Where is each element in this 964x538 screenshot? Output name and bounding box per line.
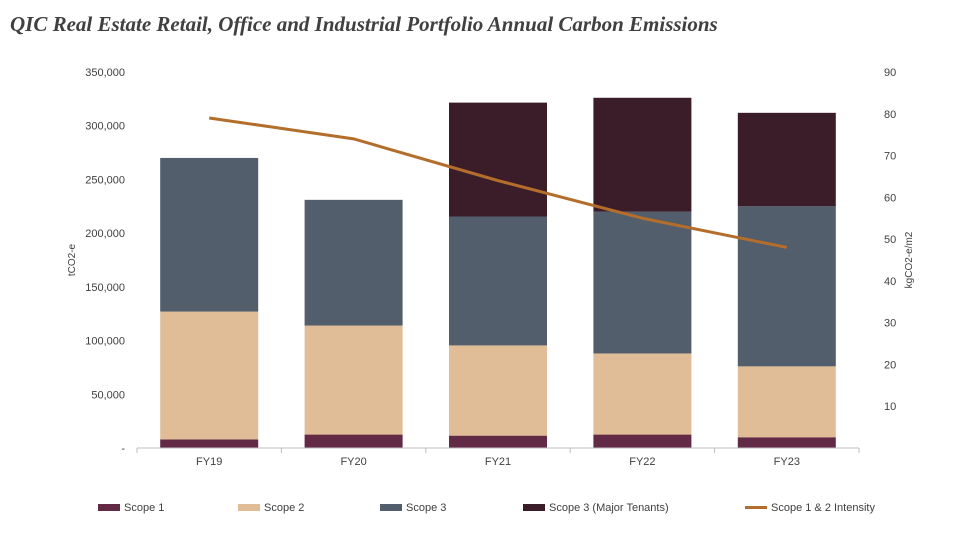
bar-scope-3-fy20 (304, 199, 403, 326)
bar-scope-2-fy20 (304, 325, 403, 435)
y2-tick-label: 70 (884, 151, 896, 163)
legend-swatch-scope-1 (98, 504, 120, 511)
bar-scope-1-fy21 (449, 435, 547, 448)
legend-label-scope-3: Scope 3 (406, 502, 446, 514)
y-tick-label: 150,000 (85, 282, 125, 294)
y2-tick-label: 80 (884, 109, 896, 121)
bar-scope-3-fy22 (593, 211, 692, 354)
bar-scope-3-major-tenants--fy21 (449, 102, 547, 217)
y-axis-ticks: - 50,000 100,000 150,000 200,000 250,000 300,0… (85, 67, 125, 455)
intensity-line-group (208, 116, 788, 249)
bar-scope-2-fy23 (737, 366, 836, 438)
x-axis-ticks: FY19 FY20 FY21 FY22 FY23 (136, 448, 860, 468)
bar-series-group (160, 97, 836, 448)
bar-scope-2-fy21 (449, 345, 547, 436)
y2-tick-label: 60 (884, 192, 896, 204)
bar-scope-3-fy21 (449, 216, 547, 346)
y2-tick-label: 40 (884, 276, 896, 288)
x-tick-label: FY21 (485, 456, 511, 468)
legend-swatch-scope-3-major-tenants- (523, 504, 545, 511)
legend-swatch-scope-2 (238, 504, 260, 511)
bar-scope-2-fy19 (160, 311, 259, 440)
legend-label-scope-2: Scope 2 (264, 502, 304, 514)
legend: Scope 1 Scope 2 Scope 3 Scope 3 (Major Tena… (98, 502, 875, 514)
y-tick-label: 250,000 (85, 174, 125, 186)
y2-tick-label: 50 (884, 234, 896, 246)
y-tick-label: 350,000 (85, 67, 125, 79)
bar-scope-1-fy23 (737, 437, 836, 448)
y-axis-label: tCO2-e (67, 243, 78, 276)
legend-swatch-scope-3 (380, 504, 402, 511)
y-tick-label: - (121, 443, 125, 455)
legend-label-scope-1-2-intensity: Scope 1 & 2 Intensity (771, 502, 875, 514)
bar-scope-1-fy20 (304, 434, 403, 448)
bar-scope-1-fy19 (160, 439, 259, 448)
legend-label-scope-3-major-tenants-: Scope 3 (Major Tenants) (549, 502, 669, 514)
chart-title: QIC Real Estate Retail, Office and Indus… (10, 12, 718, 36)
bar-scope-1-fy22 (593, 434, 692, 448)
legend-label-scope-1: Scope 1 (124, 502, 164, 514)
x-tick-label: FY23 (774, 456, 800, 468)
y2-tick-label: 20 (884, 359, 896, 371)
y-tick-label: 50,000 (91, 389, 125, 401)
bar-scope-3-fy23 (737, 206, 836, 367)
x-tick-label: FY19 (196, 456, 222, 468)
bar-scope-2-fy22 (593, 353, 692, 435)
x-tick-label: FY22 (629, 456, 655, 468)
y2-tick-label: 30 (884, 318, 896, 330)
y-tick-label: 300,000 (85, 121, 125, 133)
y-tick-label: 200,000 (85, 228, 125, 240)
y2-axis-ticks: 10 20 30 40 50 60 70 80 90 (884, 67, 896, 413)
bar-scope-3-major-tenants--fy22 (593, 97, 692, 212)
y2-axis-label: kgCO2-e/m2 (904, 231, 915, 288)
y2-tick-label: 90 (884, 67, 896, 79)
y2-tick-label: 10 (884, 401, 896, 413)
bar-scope-3-major-tenants--fy23 (737, 112, 836, 207)
bar-scope-3-fy19 (160, 157, 259, 312)
y-tick-label: 100,000 (85, 336, 125, 348)
x-tick-label: FY20 (340, 456, 366, 468)
